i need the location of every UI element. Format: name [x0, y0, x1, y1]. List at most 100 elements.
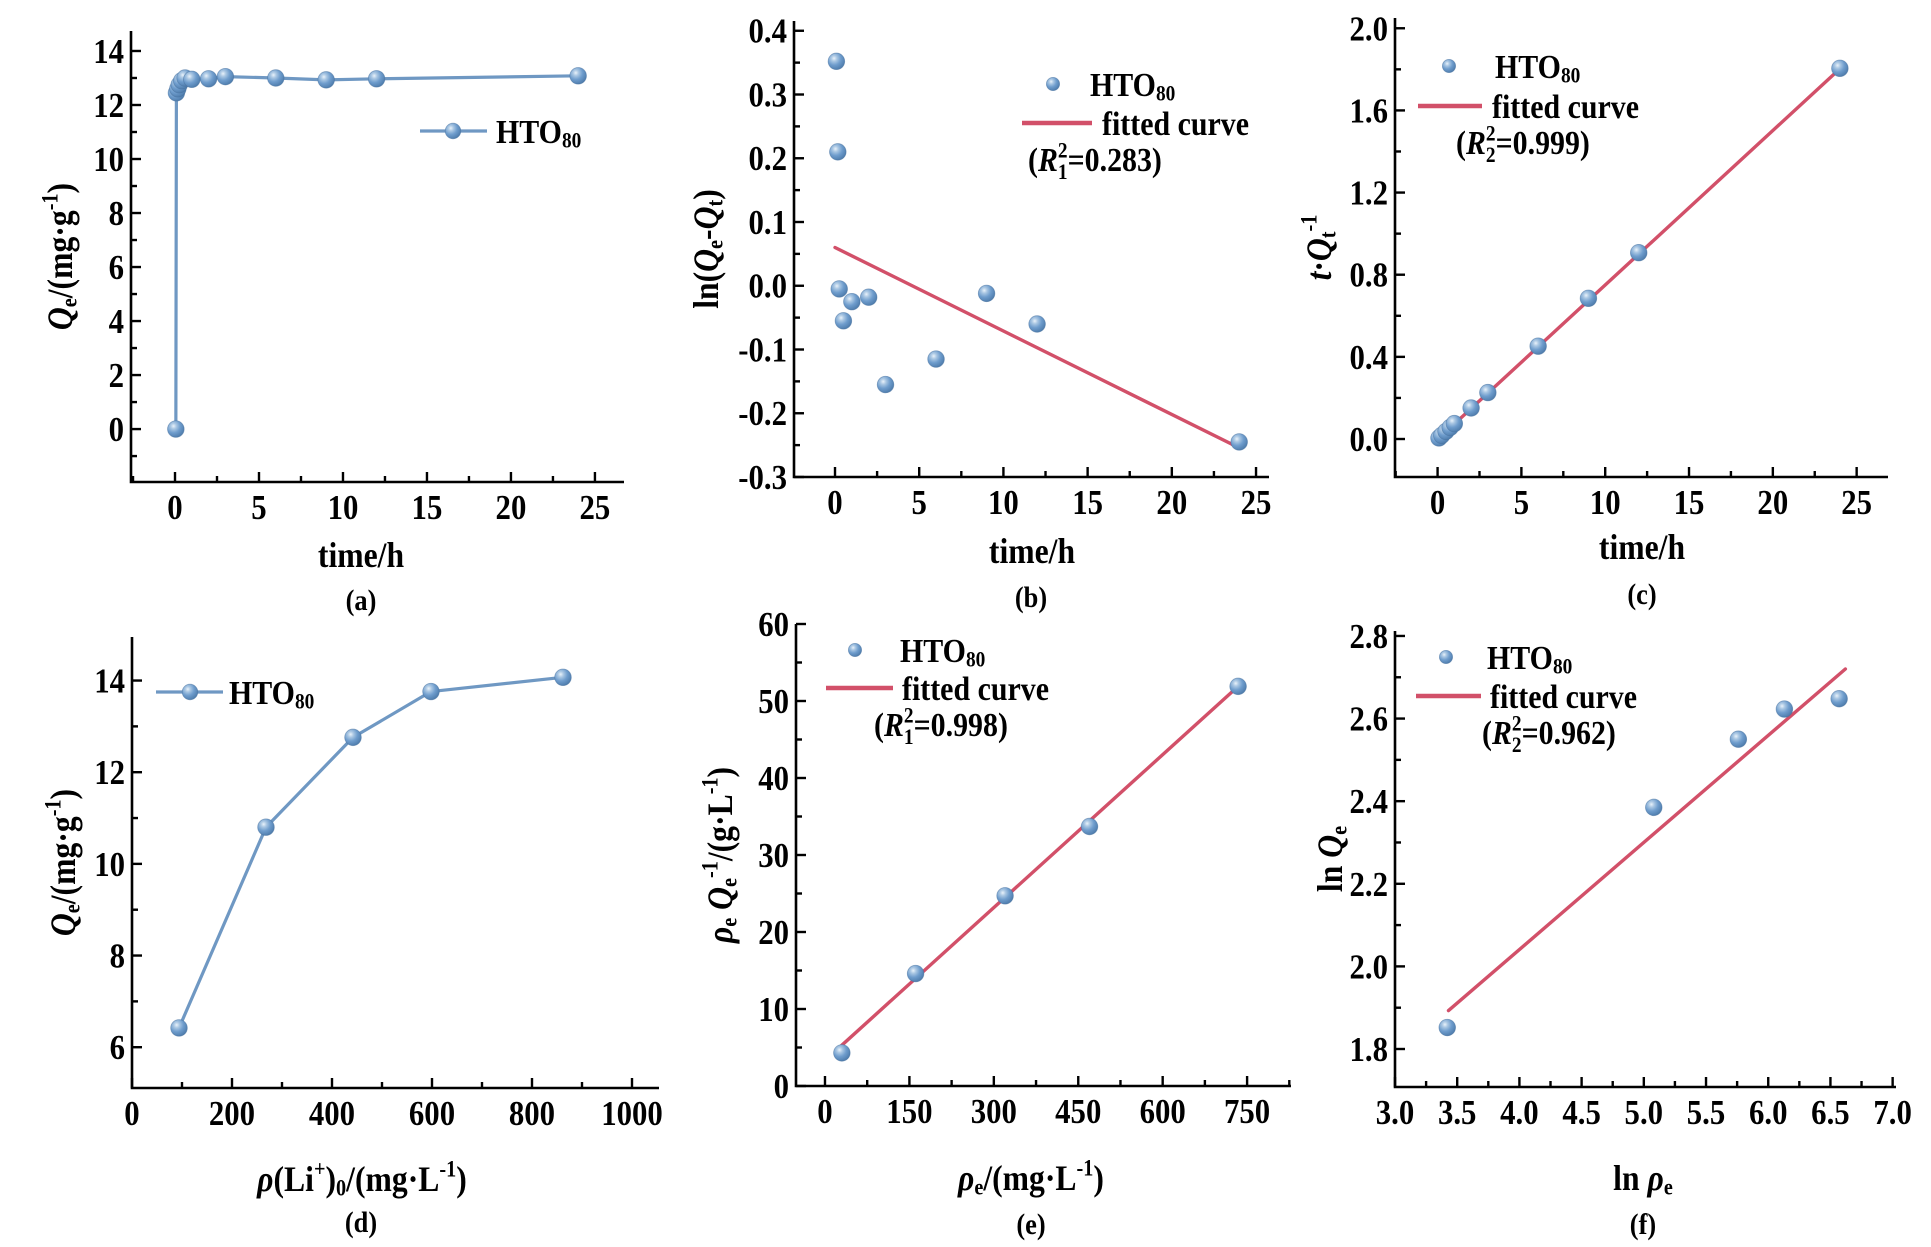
text-run: (Li	[273, 1160, 313, 1199]
text-run: =0.283)	[1068, 140, 1162, 178]
y-tick-label: 2.2	[1350, 866, 1388, 904]
x-tick-label: 10	[1590, 484, 1621, 522]
ticks	[130, 679, 634, 1088]
y-tick-label: 0	[109, 411, 124, 449]
data-point	[859, 288, 878, 306]
text-run: HTO	[496, 112, 562, 150]
script-sup: 2	[1486, 122, 1496, 145]
text-run: 1000	[601, 1095, 663, 1133]
data-point	[1831, 59, 1849, 78]
text-run: +	[314, 1156, 326, 1181]
text-run: /(mg·L	[982, 1159, 1076, 1198]
x-tick-label: 25	[1841, 484, 1872, 522]
fitted-line	[1446, 667, 1848, 1013]
text-run: )	[44, 789, 83, 800]
data-point	[1229, 677, 1247, 696]
series-hto80	[833, 677, 1247, 1062]
y-tick-label: 0.0	[749, 268, 787, 306]
text-run: 4.5	[1562, 1094, 1600, 1132]
text-run: 14	[93, 33, 124, 71]
text-run: /(g·L	[701, 794, 740, 862]
x-tick-label: 5	[1514, 484, 1529, 522]
text-run: 60	[758, 606, 789, 644]
panel-letter: (a)	[346, 585, 377, 618]
x-axis-label: time/h	[318, 536, 404, 575]
text-run: e	[1664, 1175, 1673, 1200]
text-run: 3.0	[1376, 1094, 1414, 1132]
x-tick-label: 25	[580, 489, 611, 527]
text-run: /(mg·L	[345, 1160, 439, 1199]
text-run: ρ	[957, 1159, 974, 1198]
text-run: 20	[1156, 484, 1187, 522]
text-run: 80	[562, 129, 581, 152]
y-tick-label: 2	[109, 357, 124, 395]
y-tick-label: 0.2	[749, 141, 787, 179]
panel-b: 0 5 10 15 20 25 -0.3 -0.2 -0.1 0.0 0.1 0.2 0.3 0.4 tim…	[687, 13, 1271, 614]
text-run: )	[325, 1160, 336, 1199]
data-point	[1462, 399, 1480, 417]
y-tick-label: 60	[758, 606, 789, 644]
text-run: 10	[328, 489, 359, 527]
y-tick-label: 50	[758, 683, 789, 721]
script-sub: 2	[1512, 734, 1522, 757]
text-run: 600	[1140, 1093, 1186, 1131]
panel-letter: (d)	[345, 1207, 377, 1240]
ticks	[794, 29, 1258, 479]
text-run: 10	[988, 484, 1019, 522]
text-run: ρ	[701, 927, 740, 944]
text-run: -0.3	[738, 459, 787, 497]
text-run: fitted curve	[1102, 104, 1249, 142]
data-point	[569, 67, 587, 85]
data-point	[1479, 383, 1497, 402]
script-sub: 1	[904, 726, 914, 749]
y-tick-label: 10	[94, 846, 125, 884]
text-run: 25	[1841, 484, 1872, 522]
text-run: 0.8	[1350, 257, 1388, 295]
text-run: -1	[697, 861, 722, 878]
text-run: )	[1093, 1159, 1104, 1198]
data-point	[170, 1019, 188, 1037]
text-run: 7.0	[1873, 1094, 1911, 1132]
text-run: 80	[966, 648, 985, 671]
text-run: 0	[109, 411, 124, 449]
y-tick-label: 8	[109, 195, 124, 233]
y-axis-label: ln Qe	[1311, 826, 1352, 893]
axis-spines	[792, 21, 1269, 479]
text-run: ln	[1613, 1159, 1647, 1198]
text-run: 6	[110, 1029, 125, 1067]
text-run: t	[1300, 270, 1339, 280]
legend: HTO80	[420, 112, 581, 153]
x-tick-label: 0	[124, 1095, 139, 1133]
y-tick-label: 0.4	[749, 13, 787, 51]
panel-c: 0 5 10 15 20 250.00.40.81.21.62.0time/ht·Qt-1…	[1296, 11, 1888, 611]
x-tick-label: 20	[1757, 484, 1788, 522]
text-run: 40	[758, 760, 789, 798]
text-run: -1	[40, 799, 65, 816]
y-tick-label: -0.3	[738, 459, 787, 497]
text-run: HTO	[1090, 65, 1156, 103]
text-run: 6	[109, 249, 124, 287]
y-tick-label: 1.8	[1350, 1031, 1388, 1069]
text-run: )	[701, 767, 740, 778]
text-run: 30	[758, 837, 789, 875]
text-run: (e)	[1016, 1209, 1045, 1242]
x-axis-label: time/h	[1599, 528, 1685, 567]
data-point	[1729, 730, 1748, 748]
y-tick-label: 2.4	[1350, 783, 1388, 821]
text-run: 0	[827, 484, 842, 522]
y-tick-label: 0.0	[1350, 421, 1388, 459]
ticks	[1393, 634, 1894, 1087]
text-run: 0.2	[749, 141, 787, 179]
data-point	[977, 284, 996, 303]
axis-spines	[1393, 631, 1896, 1089]
y-tick-label: 2.0	[1350, 949, 1388, 987]
text-run: )	[41, 183, 80, 194]
legend-label: fitted curve	[1492, 87, 1639, 125]
text-run: (a)	[346, 585, 377, 618]
legend-marker	[848, 643, 863, 658]
text-run: 200	[209, 1095, 255, 1133]
legend-label: HTO80	[1090, 65, 1175, 106]
panel-a: 0 5 10 15 20 25 0 2 4 6 8 10 12 14 time/h Qe/(mg·g-1) (a…	[37, 31, 624, 617]
y-tick-label: 10	[93, 141, 124, 179]
